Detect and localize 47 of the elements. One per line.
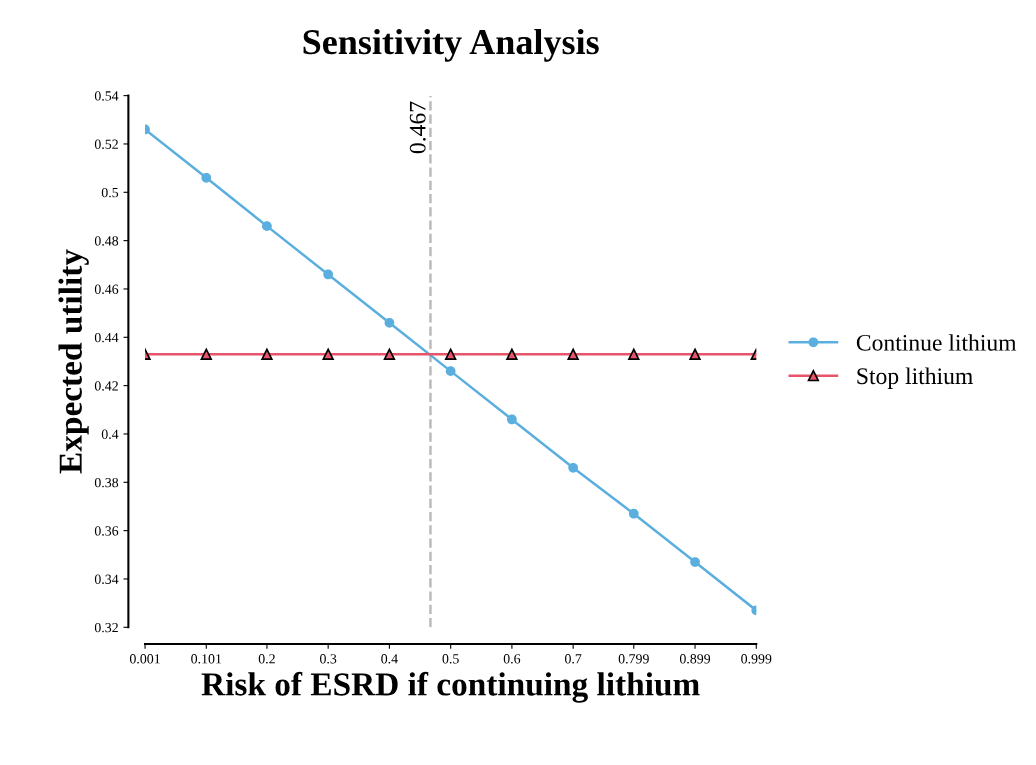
point bbox=[568, 462, 579, 473]
point bbox=[567, 348, 579, 360]
chart-title: Sensitivity Analysis bbox=[303, 28, 599, 62]
y-tick-label: 0.38 bbox=[94, 477, 119, 488]
y-tick-label: 0.42 bbox=[94, 381, 118, 391]
x-tick-label: 0.999 bbox=[741, 654, 772, 664]
x-tick-label: 0.6 bbox=[503, 654, 521, 664]
point bbox=[262, 221, 272, 231]
ref-line-label: 0.467 bbox=[409, 101, 426, 154]
x-tick-label: 0.2 bbox=[258, 654, 275, 664]
x-tick-label: 0.3 bbox=[320, 654, 337, 664]
y-tick-label: 0.48 bbox=[94, 236, 119, 246]
y-tick-label: 0.44 bbox=[94, 332, 119, 343]
y-tick-label: 0.46 bbox=[94, 284, 119, 294]
x-tick-label: 0.7 bbox=[565, 654, 582, 664]
point bbox=[628, 348, 640, 360]
point bbox=[261, 348, 273, 360]
point bbox=[506, 348, 518, 360]
point bbox=[384, 317, 395, 328]
point bbox=[507, 414, 517, 425]
x-tick-label: 0.101 bbox=[191, 654, 222, 664]
legend-label: Continue lithium bbox=[856, 334, 1017, 351]
legend-label: Stop lithium bbox=[857, 367, 973, 389]
point bbox=[445, 366, 456, 376]
x-tick-label: 0.899 bbox=[679, 654, 711, 664]
x-tick-label: 0.4 bbox=[381, 654, 398, 664]
point bbox=[383, 348, 396, 360]
y-tick-label: 0.32 bbox=[94, 622, 118, 633]
point bbox=[689, 348, 701, 360]
y-tick-label: 0.4 bbox=[101, 429, 119, 439]
y-tick-label: 0.34 bbox=[94, 574, 119, 584]
x-tick-label: 0.001 bbox=[129, 654, 160, 664]
y-tick-label: 0.36 bbox=[94, 526, 119, 536]
point bbox=[322, 348, 334, 360]
y-axis-title: Expected utility bbox=[58, 249, 89, 474]
point bbox=[690, 557, 700, 567]
point bbox=[201, 172, 212, 183]
y-tick-label: 0.5 bbox=[101, 187, 119, 198]
y-tick-label: 0.52 bbox=[94, 139, 118, 149]
point bbox=[200, 348, 212, 360]
point bbox=[628, 508, 639, 519]
x-axis-title: Risk of ESRD if continuing lithium bbox=[201, 671, 700, 703]
point bbox=[444, 348, 457, 360]
x-tick-label: 0.5 bbox=[442, 654, 459, 664]
point bbox=[323, 269, 334, 280]
x-tick-label: 0.799 bbox=[618, 654, 649, 664]
y-tick-label: 0.54 bbox=[94, 91, 119, 101]
